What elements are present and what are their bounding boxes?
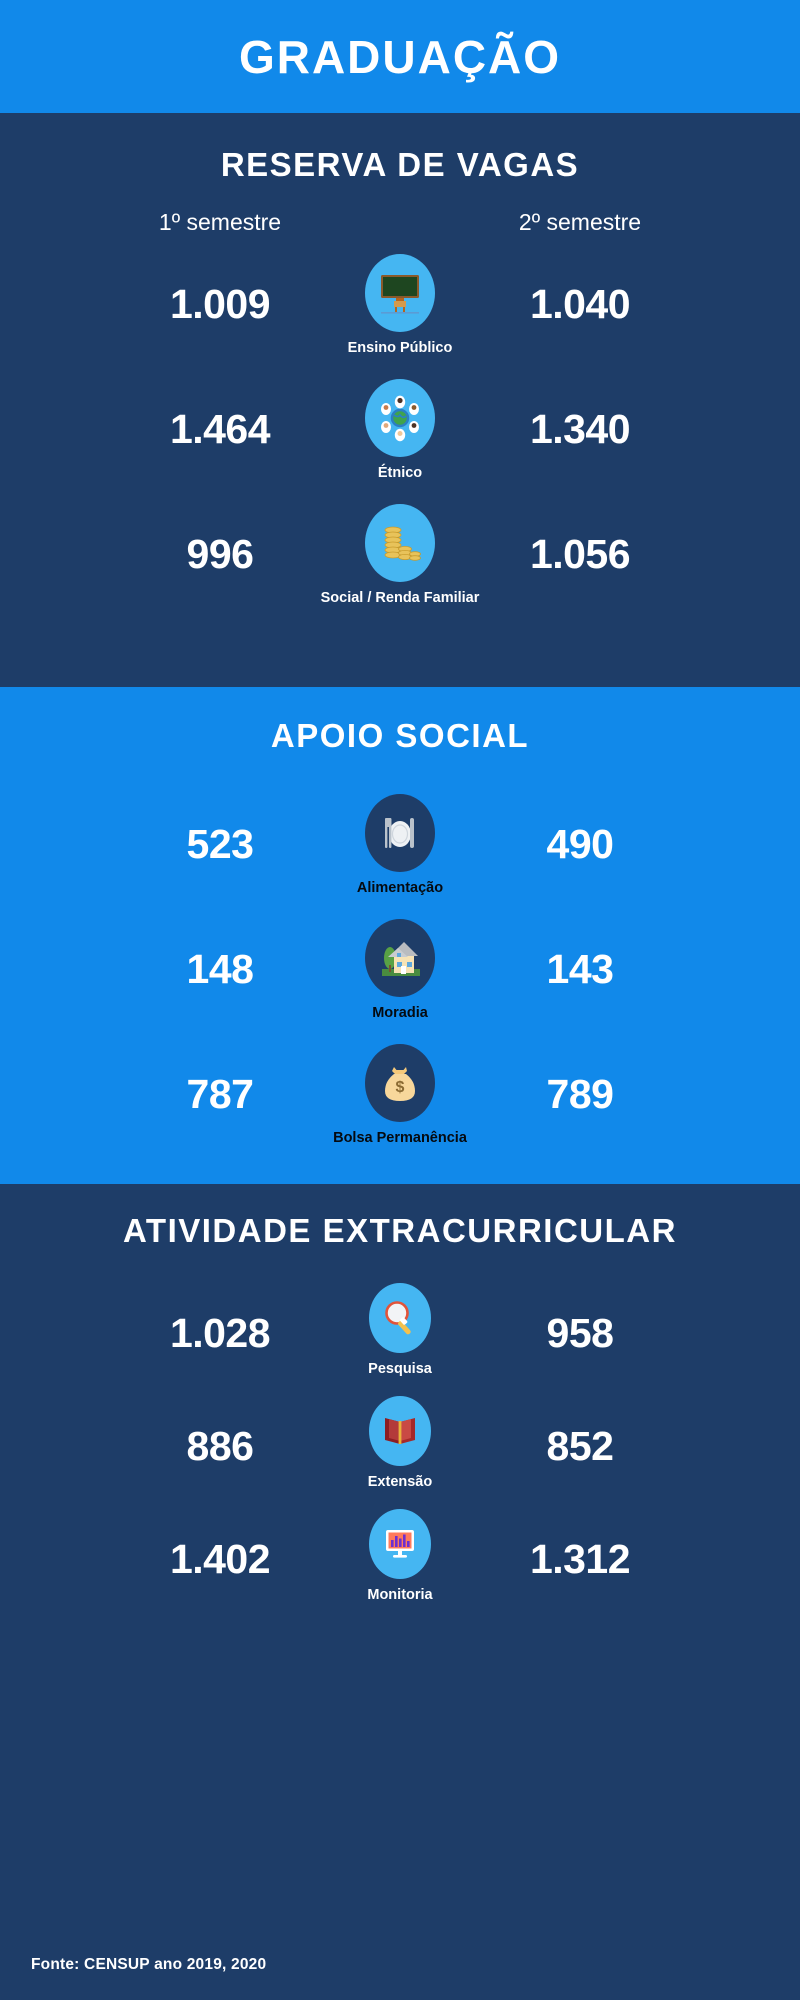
plate-cutlery-icon <box>365 793 435 872</box>
chalkboard-desk-icon <box>365 253 435 332</box>
semester-header-row: 1º semestre 2º semestre <box>0 209 800 236</box>
value-second-semester: 143 <box>546 945 614 992</box>
row-center: Extensão <box>345 1395 455 1491</box>
value-second-semester: 1.056 <box>529 530 631 577</box>
header-band: GRADUAÇÃO <box>0 0 800 113</box>
section-atividade-extracurricular: ATIVIDADE EXTRACURRICULAR 1.028 Pesquisa… <box>0 1184 800 2000</box>
data-rows: 1.028 Pesquisa 958 886 <box>0 1282 800 1604</box>
value-first-semester: 1.009 <box>169 280 271 327</box>
icon-label: Extensão <box>367 1473 433 1490</box>
value-first-semester: 886 <box>186 1422 254 1469</box>
row-center: Étnico <box>345 378 455 482</box>
value-second-semester: 490 <box>546 820 614 867</box>
data-row: 523 Alimentação 490 <box>0 793 800 897</box>
data-row: 787 $ Bolsa Permanência 789 <box>0 1043 800 1147</box>
data-row: 1.402 <box>0 1508 800 1604</box>
value-first-semester: 787 <box>186 1070 254 1117</box>
house-tree-icon <box>365 918 435 997</box>
value-first-semester: 1.402 <box>169 1535 271 1582</box>
data-row: 1.028 Pesquisa 958 <box>0 1282 800 1378</box>
semester-label-second: 2º semestre <box>518 208 642 235</box>
data-rows: 1.009 Ensino Público <box>0 253 800 607</box>
value-second-semester: 1.040 <box>529 280 631 327</box>
value-second-semester: 1.312 <box>529 1535 631 1582</box>
data-row: 1.009 Ensino Público <box>0 253 800 357</box>
open-book-icon <box>369 1395 431 1466</box>
semester-label-first: 1º semestre <box>158 208 282 235</box>
icon-label: Bolsa Permanência <box>333 1129 467 1146</box>
section-apoio-social: APOIO SOCIAL 523 <box>0 687 800 1184</box>
icon-label: Moradia <box>372 1004 428 1021</box>
data-row: 886 Extensão 852 <box>0 1395 800 1491</box>
section-title: APOIO SOCIAL <box>270 717 530 754</box>
section-title: RESERVA DE VAGAS <box>220 146 580 183</box>
coins-stack-icon <box>365 503 435 582</box>
page-title: GRADUAÇÃO <box>238 30 562 83</box>
data-rows: 523 Alimentação 490 <box>0 793 800 1147</box>
magnifying-glass-icon <box>369 1282 431 1353</box>
icon-label: Pesquisa <box>368 1360 432 1377</box>
icon-label: Ensino Público <box>347 339 453 356</box>
icon-label: Monitoria <box>367 1586 433 1603</box>
data-row: 1.464 <box>0 378 800 482</box>
icon-label: Étnico <box>377 464 423 481</box>
row-center: Moradia <box>345 918 455 1022</box>
section-reserva-de-vagas: RESERVA DE VAGAS 1º semestre 2º semestre… <box>0 113 800 687</box>
people-globe-icon <box>365 378 435 457</box>
value-first-semester: 1.464 <box>169 405 271 452</box>
source-note: Fonte: CENSUP ano 2019, 2020 <box>31 1956 267 1973</box>
row-center: $ Bolsa Permanência <box>333 1043 467 1147</box>
svg-text:$: $ <box>396 1079 405 1096</box>
value-first-semester: 523 <box>186 820 254 867</box>
value-second-semester: 1.340 <box>529 405 631 452</box>
value-first-semester: 148 <box>186 945 254 992</box>
row-center: Ensino Público <box>345 253 455 357</box>
data-row: 996 <box>0 503 800 607</box>
monitor-chart-icon <box>369 1508 431 1579</box>
data-row: 148 <box>0 918 800 1022</box>
row-center: Monitoria <box>345 1508 455 1604</box>
value-second-semester: 958 <box>546 1309 614 1356</box>
row-center: Social / Renda Familiar <box>321 503 479 607</box>
value-first-semester: 1.028 <box>169 1309 271 1356</box>
money-bag-icon: $ <box>365 1043 435 1122</box>
icon-label: Alimentação <box>356 879 444 896</box>
value-first-semester: 996 <box>186 530 254 577</box>
row-center: Pesquisa <box>345 1282 455 1378</box>
value-second-semester: 789 <box>546 1070 614 1117</box>
value-second-semester: 852 <box>546 1422 614 1469</box>
section-title: ATIVIDADE EXTRACURRICULAR <box>123 1212 677 1249</box>
icon-label: Social / Renda Familiar <box>320 589 480 606</box>
row-center: Alimentação <box>345 793 455 897</box>
